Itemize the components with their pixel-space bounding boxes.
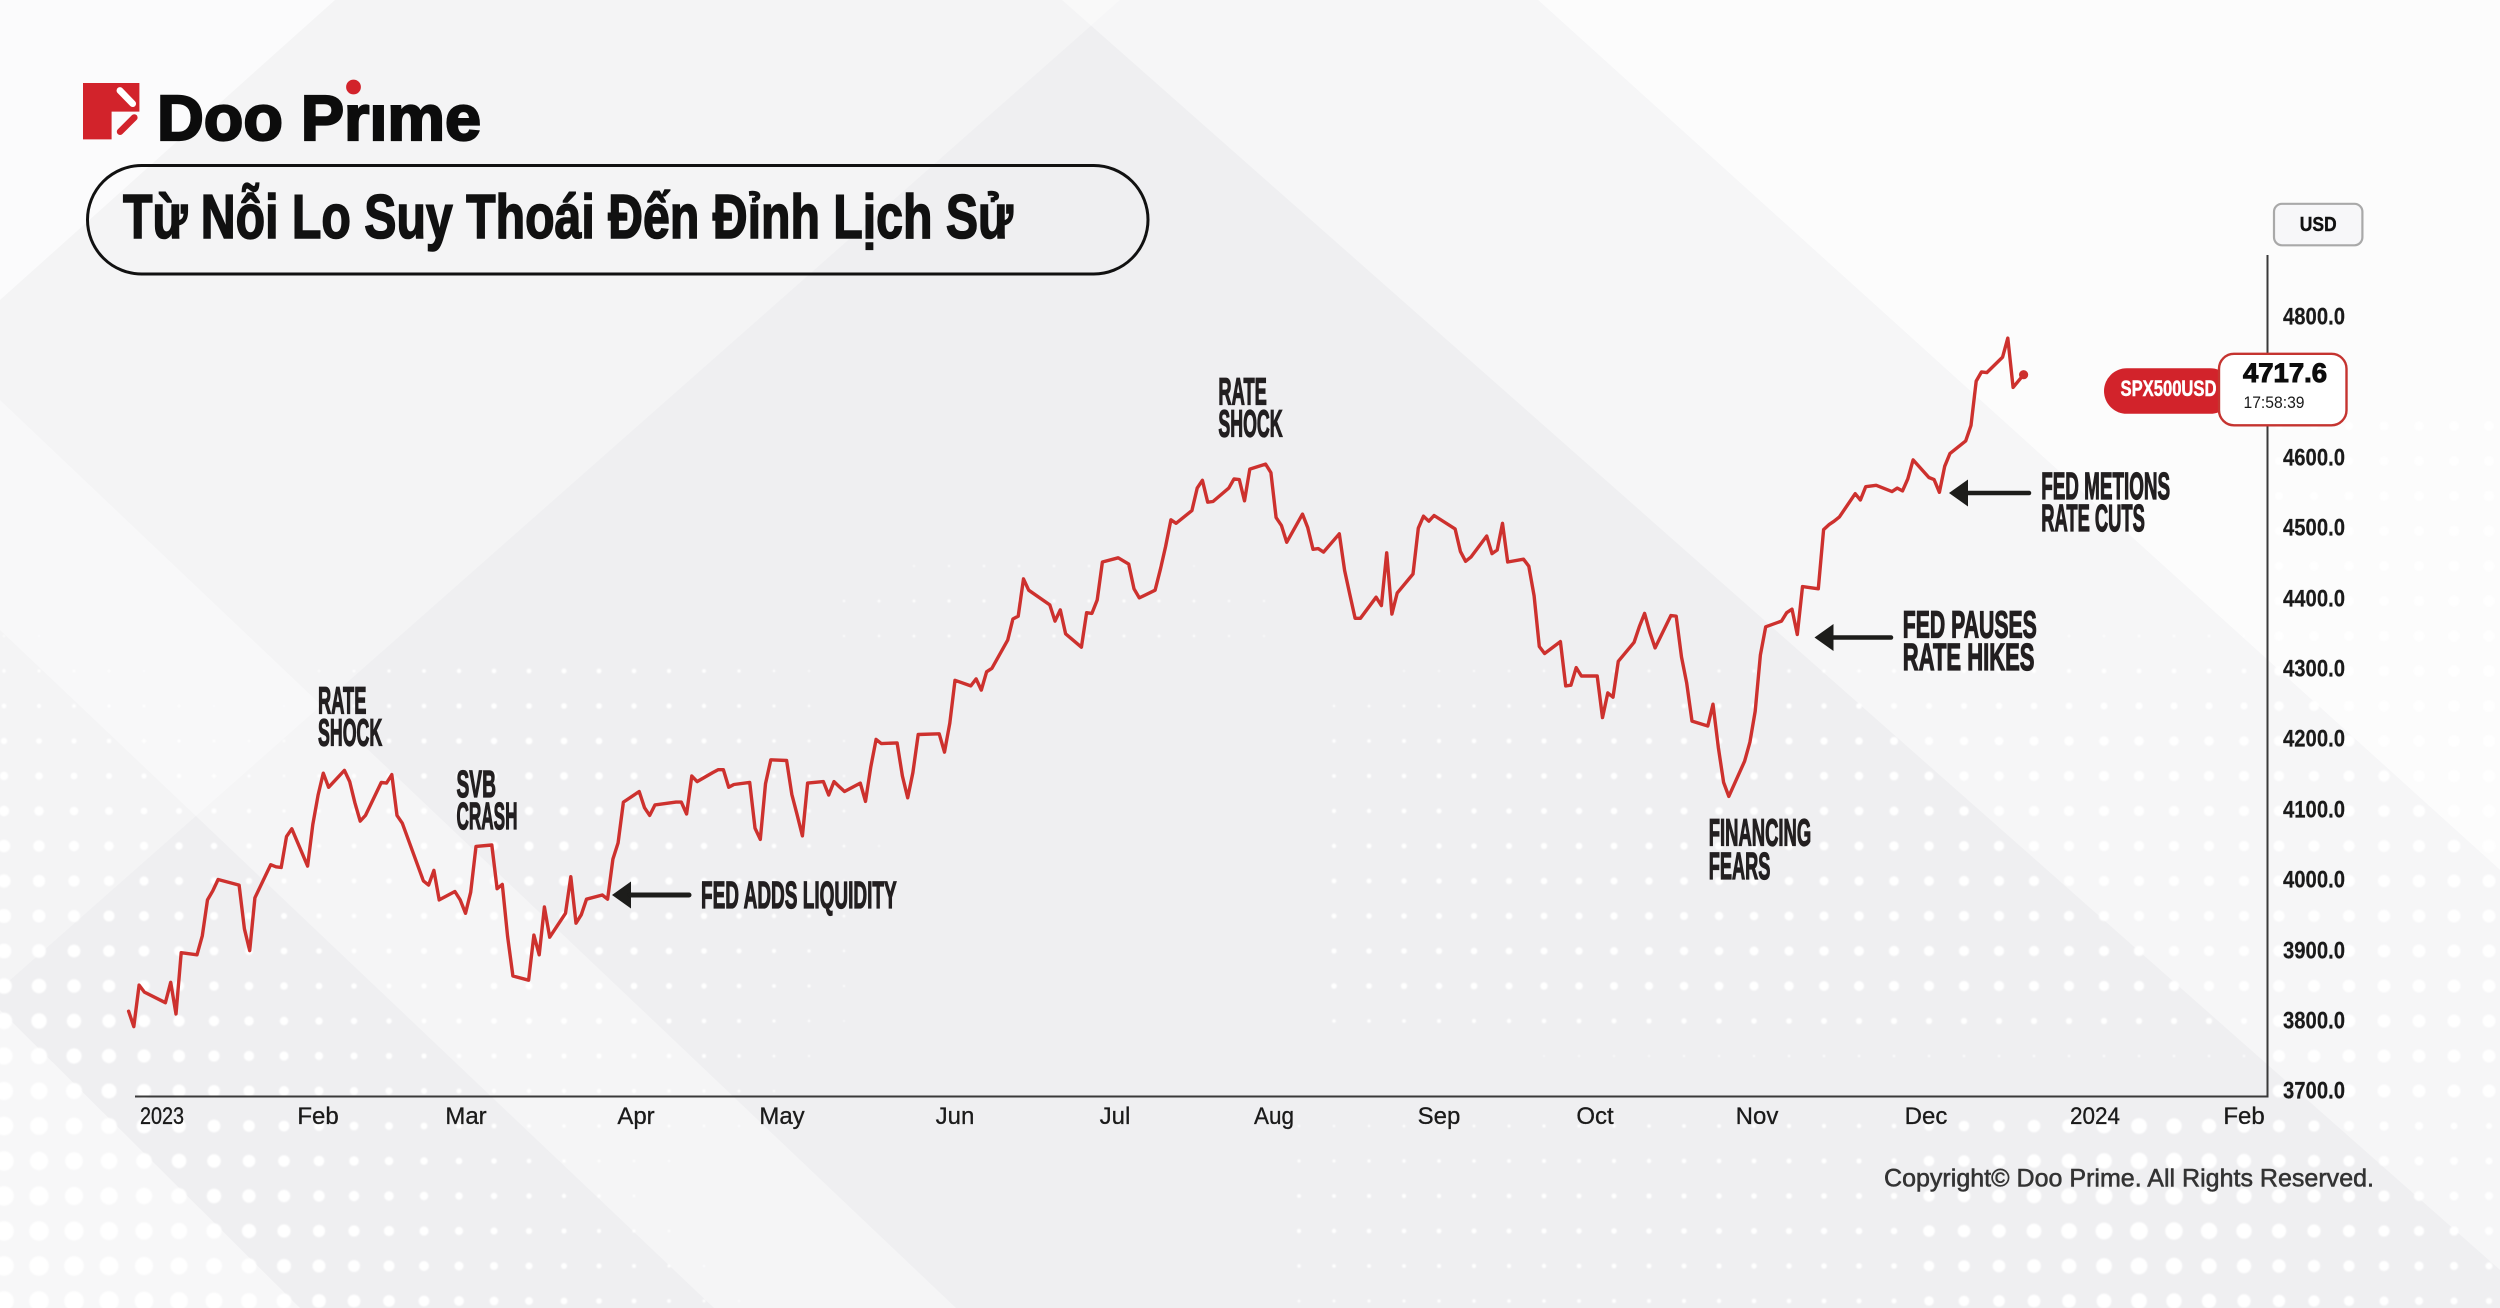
svg-text:4500.0: 4500.0 (2283, 515, 2345, 542)
svg-text:4600.0: 4600.0 (2283, 445, 2345, 472)
svg-text:SPX500USD: SPX500USD (2121, 376, 2217, 401)
svg-text:4400.0: 4400.0 (2283, 586, 2345, 613)
svg-text:FED METIONS: FED METIONS (2041, 466, 2170, 508)
svg-text:May: May (759, 1103, 804, 1130)
svg-text:FED PAUSES: FED PAUSES (1903, 605, 2037, 647)
svg-text:Jun: Jun (936, 1103, 975, 1130)
svg-text:4717.6: 4717.6 (2243, 358, 2327, 388)
svg-text:RATE: RATE (318, 681, 366, 723)
svg-text:4100.0: 4100.0 (2283, 797, 2345, 824)
svg-text:Jul: Jul (1100, 1103, 1131, 1130)
svg-text:Doo Prıme: Doo Prıme (157, 82, 481, 154)
svg-text:FEARS: FEARS (1709, 846, 1771, 888)
svg-text:Apr: Apr (617, 1103, 654, 1130)
svg-text:RATE HIKES: RATE HIKES (1903, 637, 2035, 679)
svg-text:Aug: Aug (1254, 1103, 1294, 1130)
svg-text:Nov: Nov (1736, 1103, 1779, 1130)
svg-text:CRASH: CRASH (457, 796, 518, 838)
svg-text:RATE: RATE (1218, 372, 1266, 414)
svg-text:Từ Nỗi Lo Suy Thoái Đến Đỉnh L: Từ Nỗi Lo Suy Thoái Đến Đỉnh Lịch Sử (123, 183, 1013, 252)
svg-text:4800.0: 4800.0 (2283, 304, 2345, 331)
svg-text:3700.0: 3700.0 (2283, 1078, 2345, 1105)
svg-text:Copyright© Doo Prime. All Righ: Copyright© Doo Prime. All Rights Reserve… (1884, 1164, 2374, 1192)
svg-text:FINANCING: FINANCING (1709, 813, 1811, 855)
svg-text:3800.0: 3800.0 (2283, 1008, 2345, 1035)
svg-text:SHOCK: SHOCK (318, 713, 382, 755)
svg-text:17:58:39: 17:58:39 (2244, 394, 2305, 412)
svg-text:SHOCK: SHOCK (1218, 404, 1282, 446)
svg-text:USD: USD (2300, 214, 2337, 236)
svg-text:2023: 2023 (140, 1103, 184, 1130)
svg-text:3900.0: 3900.0 (2283, 938, 2345, 965)
svg-text:2024: 2024 (2070, 1103, 2120, 1130)
svg-text:Mar: Mar (445, 1103, 486, 1130)
svg-text:Sep: Sep (1418, 1103, 1461, 1130)
svg-text:Oct: Oct (1576, 1103, 1614, 1130)
svg-text:4300.0: 4300.0 (2283, 656, 2345, 683)
svg-text:FED ADDS LIQUIDITY: FED ADDS LIQUIDITY (701, 875, 897, 917)
svg-text:4200.0: 4200.0 (2283, 726, 2345, 753)
svg-text:Feb: Feb (297, 1103, 338, 1130)
svg-text:4000.0: 4000.0 (2283, 867, 2345, 894)
svg-text:Dec: Dec (1905, 1103, 1948, 1130)
svg-text:RATE CUTS: RATE CUTS (2041, 498, 2145, 540)
svg-text:SVB: SVB (457, 764, 497, 806)
svg-text:Feb: Feb (2223, 1103, 2264, 1130)
